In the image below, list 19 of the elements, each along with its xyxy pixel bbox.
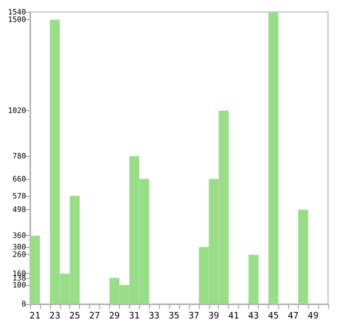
x-tick-label: 23 [49,312,60,321]
bar [298,210,308,304]
x-tick-label: 25 [69,312,80,321]
bar [30,236,40,304]
x-tick-label: 41 [228,312,240,321]
x-tick-label: 45 [268,312,279,321]
x-tick-label: 43 [248,312,259,321]
x-tick-label: 37 [188,312,200,321]
x-tick-label: 35 [168,312,180,321]
x-tick-label: 29 [109,312,120,321]
x-tick-label: 27 [89,312,100,321]
x-tick-label: 47 [288,312,299,321]
x-tick-label: 31 [128,312,140,321]
bar [248,254,258,304]
x-tick-label: 21 [30,312,40,321]
bar [268,12,278,304]
x-tick-label: 33 [148,312,160,321]
x-tick-label: 49 [308,312,319,321]
x-tick-label: 39 [208,312,220,321]
